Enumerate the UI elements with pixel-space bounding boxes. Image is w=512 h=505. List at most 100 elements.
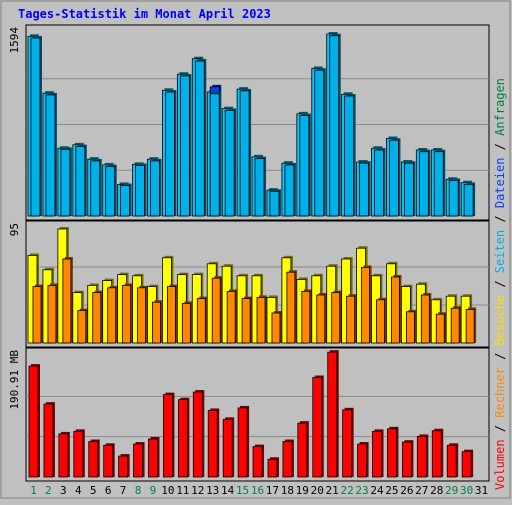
legend-part-8: Dateien xyxy=(493,158,507,209)
bar-volumen-11 xyxy=(177,399,188,478)
bar-rechner-27 xyxy=(420,294,430,344)
x-tick-label-28: 28 xyxy=(430,484,443,497)
bar-rechner-3 xyxy=(62,258,72,344)
bar-rechner-6 xyxy=(107,287,117,344)
x-tick-label-25: 25 xyxy=(385,484,398,497)
x-tick-label-9: 9 xyxy=(150,484,157,497)
bar-seiten-8 xyxy=(135,165,145,217)
bar-rechner-20 xyxy=(316,294,326,344)
bar-seiten-5 xyxy=(90,160,101,217)
bar-volumen-22 xyxy=(342,409,353,478)
bar-rechner-11 xyxy=(181,302,191,344)
bar-volumen-2 xyxy=(43,403,54,478)
legend-part-10: Anfragen xyxy=(493,78,507,136)
panel-3: 190.91 MB xyxy=(8,347,490,482)
bar-volumen-24 xyxy=(372,430,382,478)
bar-volumen-12 xyxy=(192,391,203,478)
bar-volumen-28 xyxy=(431,430,442,478)
x-tick-label-8: 8 xyxy=(135,484,142,497)
bar-rechner-30 xyxy=(465,308,475,344)
x-tick-label-24: 24 xyxy=(370,484,384,497)
x-tick-label-21: 21 xyxy=(326,484,339,497)
bar-rechner-16 xyxy=(256,296,266,344)
chart-title: Tages-Statistik im Monat April 2023 xyxy=(18,7,271,21)
bar-rechner-24 xyxy=(376,299,385,344)
y-max-label: 190.91 MB xyxy=(8,350,21,410)
x-tick-label-22: 22 xyxy=(340,484,353,497)
bar-rechner-12 xyxy=(196,298,206,344)
bar-seiten-12 xyxy=(194,60,205,217)
y-max-label: 1594 xyxy=(8,27,21,54)
bar-rechner-13 xyxy=(211,277,221,344)
bar-volumen-23 xyxy=(357,443,367,478)
bar-rechner-17 xyxy=(271,312,281,344)
legend-part-1: / xyxy=(493,418,507,440)
bar-seiten-15 xyxy=(239,90,250,217)
bar-seiten-19 xyxy=(299,115,310,217)
bar-rechner-23 xyxy=(361,266,370,344)
bar-volumen-30 xyxy=(461,451,472,478)
bar-rechner-22 xyxy=(346,295,356,344)
bar-seiten-6 xyxy=(105,166,116,217)
panel-1: 1594 xyxy=(8,24,490,221)
bar-volumen-16 xyxy=(252,446,263,478)
y-max-label: 95 xyxy=(8,223,21,236)
bar-volumen-17 xyxy=(267,458,278,478)
bar-rechner-14 xyxy=(226,290,236,344)
bar-volumen-1 xyxy=(28,365,39,478)
bar-volumen-9 xyxy=(148,438,158,478)
x-tick-label-18: 18 xyxy=(281,484,294,497)
right-legend: Volumen / Rechner / Besuche / Seiten / D… xyxy=(493,78,507,490)
bar-volumen-15 xyxy=(237,407,248,478)
x-tick-label-12: 12 xyxy=(191,484,204,497)
x-tick-label-15: 15 xyxy=(236,484,249,497)
x-tick-label-29: 29 xyxy=(445,484,458,497)
bar-seiten-14 xyxy=(224,109,235,217)
bar-volumen-8 xyxy=(133,443,143,478)
bar-seiten-16 xyxy=(254,158,265,217)
bar-volumen-7 xyxy=(118,455,129,478)
bar-seiten-21 xyxy=(329,35,340,217)
bar-volumen-6 xyxy=(103,444,114,478)
bar-seiten-28 xyxy=(433,151,444,217)
bar-seiten-9 xyxy=(150,160,160,217)
bar-volumen-13 xyxy=(207,410,218,478)
bar-seiten-10 xyxy=(165,91,175,217)
bar-rechner-4 xyxy=(77,310,87,344)
bar-volumen-10 xyxy=(163,394,173,478)
legend-part-3: / xyxy=(493,345,507,367)
bar-seiten-24 xyxy=(374,149,384,217)
bar-seiten-27 xyxy=(418,151,429,217)
bar-volumen-3 xyxy=(58,433,69,478)
bar-rechner-19 xyxy=(301,290,311,344)
bar-volumen-20 xyxy=(312,377,323,478)
bar-seiten-22 xyxy=(344,95,355,217)
legend-part-4: Besuche xyxy=(493,295,507,346)
x-tick-label-4: 4 xyxy=(75,484,82,497)
bar-seiten-29 xyxy=(448,180,459,217)
x-tick-label-10: 10 xyxy=(161,484,174,497)
bar-seiten-7 xyxy=(120,185,131,217)
bar-rechner-9 xyxy=(152,301,161,344)
bar-volumen-19 xyxy=(297,422,308,478)
bar-seiten-26 xyxy=(403,162,414,217)
bar-rechner-7 xyxy=(122,284,132,344)
bar-volumen-14 xyxy=(222,418,233,478)
x-tick-label-27: 27 xyxy=(415,484,428,497)
bar-rechner-21 xyxy=(331,292,341,344)
bar-rechner-1 xyxy=(32,286,42,344)
x-tick-label-19: 19 xyxy=(296,484,309,497)
x-tick-label-31: 31 xyxy=(475,484,488,497)
x-tick-label-16: 16 xyxy=(251,484,264,497)
bar-volumen-27 xyxy=(416,436,427,478)
legend-part-5: / xyxy=(493,273,507,295)
bar-rechner-25 xyxy=(391,276,400,344)
bar-seiten-1 xyxy=(30,37,41,217)
bar-rechner-18 xyxy=(286,271,296,344)
x-tick-label-3: 3 xyxy=(60,484,67,497)
bar-rechner-15 xyxy=(241,298,251,344)
bar-rechner-8 xyxy=(137,287,146,344)
